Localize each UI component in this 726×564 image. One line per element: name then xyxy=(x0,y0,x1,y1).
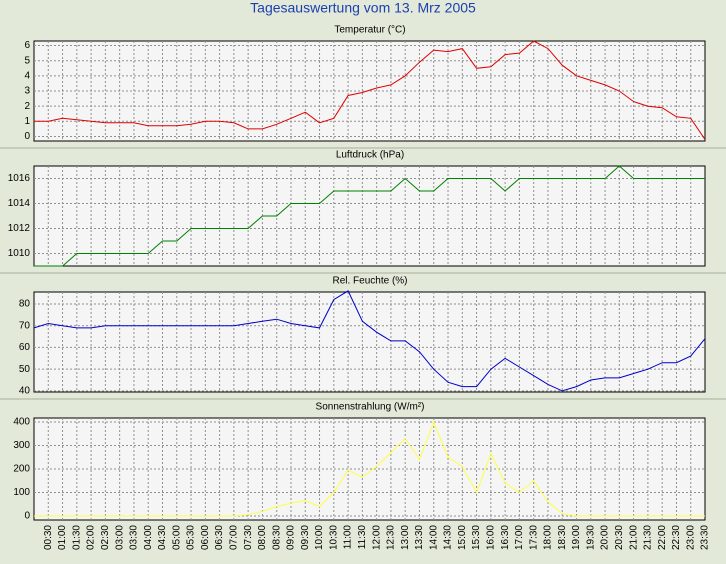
x-tick-label: 07:30 xyxy=(243,525,254,550)
x-tick-label: 02:30 xyxy=(100,525,111,550)
x-tick-label: 01:00 xyxy=(57,525,68,550)
y-tick-label: 50 xyxy=(19,364,31,375)
x-tick-label: 12:30 xyxy=(386,525,397,550)
y-tick-label: 1016 xyxy=(8,173,31,184)
plot-area xyxy=(33,165,706,267)
x-tick-label: 13:30 xyxy=(414,525,425,550)
x-tick-label: 21:30 xyxy=(643,525,654,550)
x-tick-label: 20:00 xyxy=(600,525,611,550)
x-tick-label: 19:00 xyxy=(571,525,582,550)
x-tick-label: 14:00 xyxy=(428,525,439,550)
y-tick-label: 3 xyxy=(24,86,30,97)
x-tick-label: 17:30 xyxy=(528,525,539,550)
y-tick-label: 1014 xyxy=(8,198,31,209)
x-tick-label: 01:30 xyxy=(71,525,82,550)
y-tick-label: 2 xyxy=(24,101,30,112)
x-tick-label: 19:30 xyxy=(585,525,596,550)
data-line xyxy=(34,165,705,267)
panel-title: Rel. Feuchte (%) xyxy=(332,276,407,287)
x-tick-label: 17:00 xyxy=(514,525,525,550)
x-tick-label: 16:30 xyxy=(500,525,511,550)
y-tick-label: 40 xyxy=(19,386,31,397)
data-line xyxy=(34,420,705,517)
page-title: Tagesauswertung vom 13. Mrz 2005 xyxy=(250,0,476,16)
y-tick-label: 0 xyxy=(24,131,30,142)
y-tick-label: 100 xyxy=(13,487,30,498)
y-tick-label: 400 xyxy=(13,417,30,428)
y-tick-label: 80 xyxy=(19,299,31,310)
y-tick-label: 6 xyxy=(24,40,30,51)
panel-title: Luftdruck (hPa) xyxy=(336,150,404,161)
x-tick-label: 11:30 xyxy=(357,525,368,550)
x-tick-label: 21:00 xyxy=(628,525,639,550)
data-line xyxy=(34,40,706,140)
x-tick-label: 15:00 xyxy=(457,525,468,550)
plot-area xyxy=(33,40,706,142)
y-tick-label: 300 xyxy=(13,440,30,451)
y-tick-label: 5 xyxy=(24,55,30,66)
panel-title: Temperatur (°C) xyxy=(334,25,405,36)
x-tick-label: 03:00 xyxy=(114,525,125,550)
x-tick-label: 18:30 xyxy=(557,525,568,550)
x-tick-label: 08:30 xyxy=(271,525,282,550)
x-tick-label: 10:30 xyxy=(328,525,339,550)
x-tick-label: 16:00 xyxy=(485,525,496,550)
x-tick-label: 04:30 xyxy=(157,525,168,550)
x-tick-label: 15:30 xyxy=(471,525,482,550)
x-tick-label: 00:30 xyxy=(43,525,54,550)
x-tick-label: 06:30 xyxy=(214,525,225,550)
data-line xyxy=(33,290,706,392)
x-tick-label: 07:00 xyxy=(229,525,240,550)
x-tick-label: 22:00 xyxy=(657,525,668,550)
y-tick-label: 1 xyxy=(24,116,30,127)
x-tick-label: 13:00 xyxy=(400,525,411,550)
y-tick-label: 200 xyxy=(13,464,30,475)
y-tick-label: 1010 xyxy=(8,248,31,259)
x-tick-label: 10:00 xyxy=(314,525,325,550)
x-tick-label: 20:30 xyxy=(614,525,625,550)
plot-area xyxy=(33,291,706,393)
x-tick-label: 05:30 xyxy=(186,525,197,550)
x-tick-label: 09:00 xyxy=(286,525,297,550)
y-tick-label: 0 xyxy=(24,511,30,522)
x-tick-label: 23:30 xyxy=(700,525,711,550)
x-tick-label: 11:00 xyxy=(343,525,354,550)
plot-area xyxy=(33,417,706,521)
y-tick-label: 70 xyxy=(19,320,31,331)
x-tick-label: 14:30 xyxy=(443,525,454,550)
y-tick-label: 1012 xyxy=(8,223,31,234)
x-tick-label: 18:00 xyxy=(543,525,554,550)
y-tick-label: 60 xyxy=(19,342,31,353)
y-tick-label: 4 xyxy=(24,70,30,81)
x-tick-label: 09:30 xyxy=(300,525,311,550)
x-tick-label: 03:30 xyxy=(129,525,140,550)
x-tick-label: 08:00 xyxy=(257,525,268,550)
x-tick-label: 23:00 xyxy=(685,525,696,550)
x-tick-label: 02:00 xyxy=(86,525,97,550)
x-tick-label: 04:00 xyxy=(143,525,154,550)
x-tick-label: 05:00 xyxy=(171,525,182,550)
x-tick-label: 06:00 xyxy=(200,525,211,550)
x-tick-label: 12:00 xyxy=(371,525,382,550)
x-tick-label: 22:30 xyxy=(671,525,682,550)
panel-title: Sonnenstrahlung (W/m²) xyxy=(316,402,425,413)
